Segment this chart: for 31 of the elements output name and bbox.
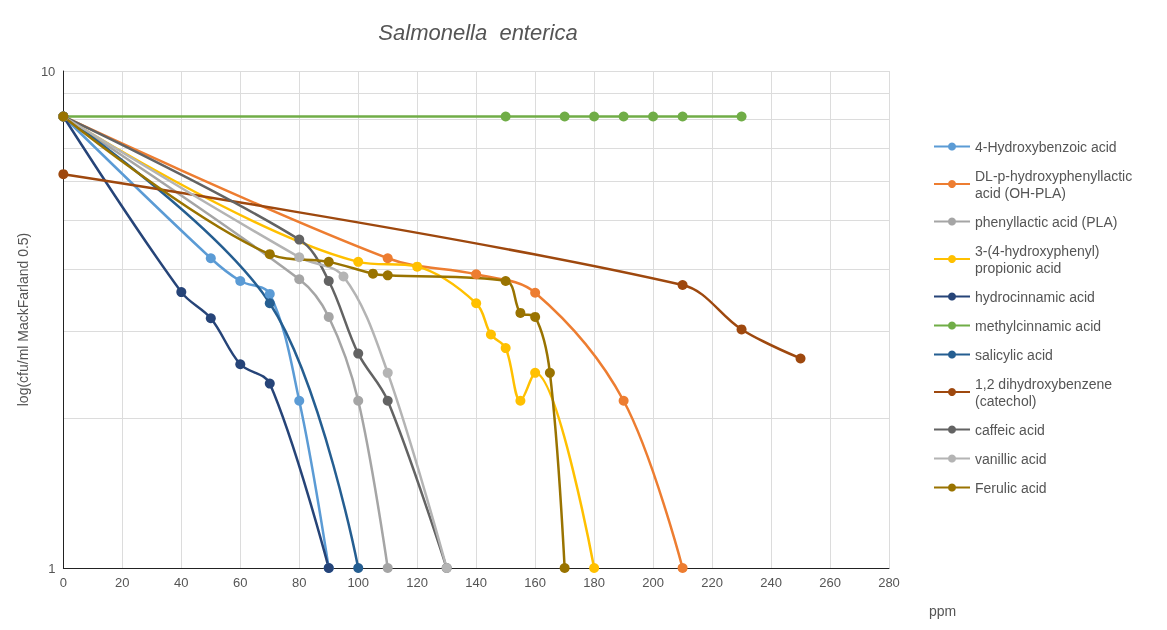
legend-label: caffeic acid — [975, 421, 1045, 438]
x-tick-label: 100 — [347, 575, 370, 590]
x-tick-label: 40 — [174, 575, 189, 590]
chart-title: Salmonella enterica — [378, 19, 578, 45]
legend-label: phenyllactic acid (PLA) — [975, 213, 1118, 230]
x-axis-title: ppm — [929, 603, 957, 619]
x-tick-label: 200 — [642, 575, 664, 590]
x-tick-label: 240 — [760, 575, 782, 590]
legend-label: hydrocinnamic acid — [975, 288, 1095, 305]
legend-label: Ferulic acid — [975, 479, 1047, 496]
x-tick-label: 0 — [59, 575, 67, 590]
y-tick-label: 1 — [48, 560, 56, 576]
x-tick-label: 280 — [878, 575, 900, 590]
x-tick-label: 120 — [406, 575, 429, 590]
legend-label: 1,2 dihydroxybenzene (catechol) — [975, 375, 1113, 409]
x-tick-label: 20 — [115, 575, 130, 590]
legend-label: vanillic acid — [975, 450, 1047, 467]
y-tick-label: 10 — [40, 63, 56, 79]
y-axis-title: log(cfu/ml MackFarland 0.5) — [15, 232, 31, 407]
legend-label: 3-(4-hydroxyphenyl) propionic acid — [975, 242, 1100, 276]
x-tick-label: 80 — [292, 575, 307, 590]
x-tick-label: 180 — [583, 575, 605, 590]
legend-label: 4-Hydroxybenzoic acid — [975, 138, 1117, 155]
legend-label: methylcinnamic acid — [975, 317, 1102, 334]
x-tick-label: 220 — [701, 575, 723, 590]
x-tick-label: 160 — [524, 575, 547, 590]
legend-label: DL-p-hydroxyphenyllactic acid (OH-PLA) — [975, 167, 1133, 201]
x-tick-label: 140 — [465, 575, 488, 590]
x-tick-label: 60 — [233, 575, 248, 590]
legend-label: salicylic acid — [975, 346, 1053, 363]
x-tick-label: 260 — [819, 575, 841, 590]
